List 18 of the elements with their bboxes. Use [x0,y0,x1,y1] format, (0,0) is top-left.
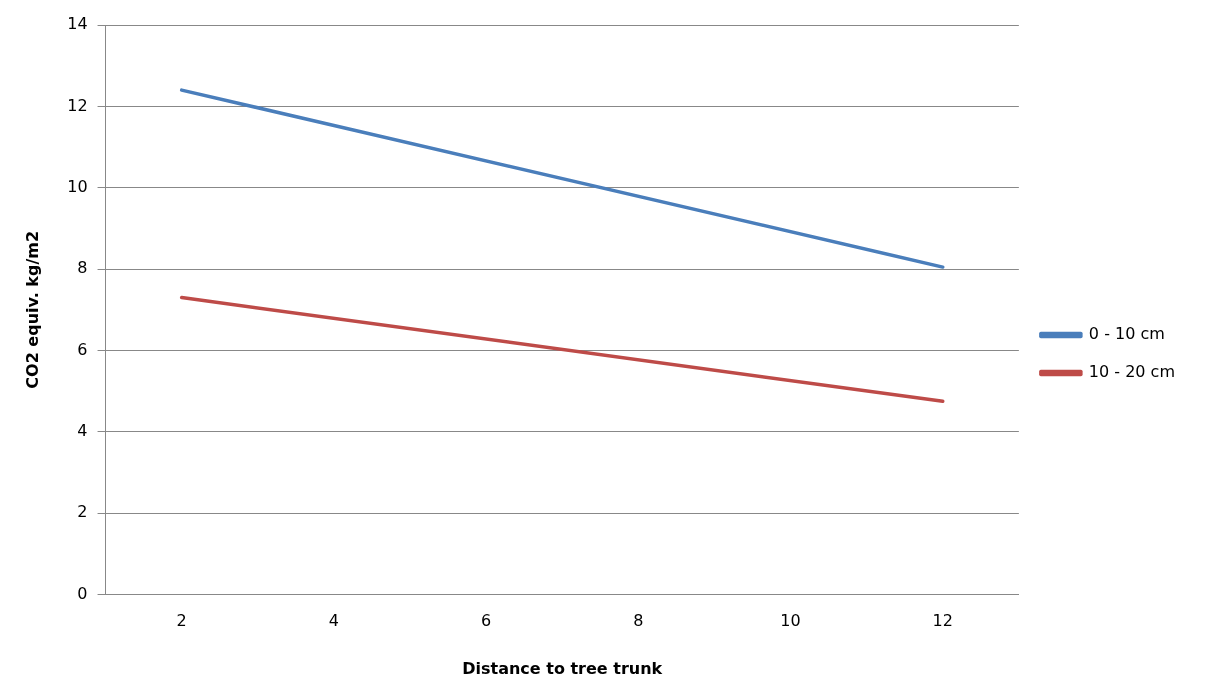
y-tick-label: 12 [67,95,88,115]
y-tick-label: 4 [77,421,88,441]
y-tick-label: 2 [77,502,88,522]
x-tick-label: 10 [780,611,801,631]
y-tick-label: 8 [77,258,88,278]
y-tick-label: 10 [67,176,88,196]
x-tick-label: 8 [633,611,644,631]
y-tick-label: 0 [77,583,88,603]
legend-label: 10 - 20 cm [1088,362,1176,382]
x-tick-label: 4 [328,611,339,631]
x-tick-label: 6 [481,611,492,631]
x-tick-label: 12 [932,611,953,631]
y-tick-label: 6 [77,339,88,359]
x-axis-title: Distance to tree trunk [462,658,663,678]
y-tick-label: 14 [67,14,88,34]
legend-label: 0 - 10 cm [1088,324,1165,344]
x-tick-label: 2 [176,611,187,631]
y-axis-title: CO2 equiv. kg/m2 [22,230,42,389]
